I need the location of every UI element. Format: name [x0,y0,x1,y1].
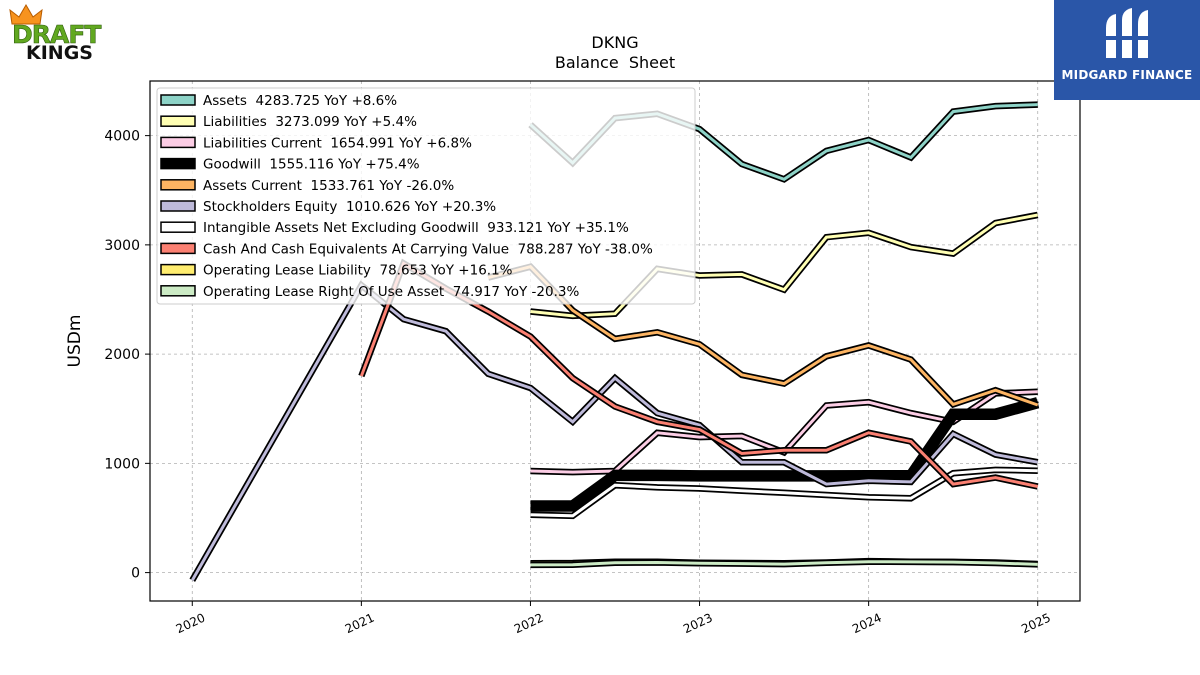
legend-swatch [160,94,196,106]
series-9 [530,558,1038,569]
legend-item: Intangible Assets Net Excluding Goodwill… [160,220,629,236]
y-axis-label: USDm [65,315,85,368]
legend-label: Stockholders Equity 1010.626 YoY +20.3% [203,199,496,215]
legend-box [156,87,696,305]
midgard-finance-text: MIDGARD FINANCE [1061,68,1193,82]
series-4 [487,263,1039,409]
y-tick-label: 1000 [104,456,140,472]
x-tick-label: 2022 [512,611,546,637]
legend-label: Cash And Cash Equivalents At Carrying Va… [203,241,653,257]
legend-swatch [160,200,196,212]
legend-label: Goodwill 1555.116 YoY +75.4% [203,157,420,173]
legend-swatch [160,221,196,233]
x-tick-label: 2023 [681,611,715,637]
legend-item: Operating Lease Right Of Use Asset 74.91… [160,284,579,300]
x-tick-label: 2021 [343,611,377,637]
legend-label: Assets Current 1533.761 YoY -26.0% [203,178,454,194]
legend-label: Operating Lease Liability 78.653 YoY +16… [203,263,513,279]
chart-subtitle: Balance Sheet [555,53,675,72]
y-tick-label: 0 [131,566,140,582]
draftkings-logo-bottom: KINGS [26,42,93,64]
series-line [487,265,1039,407]
legend-label: Liabilities 3273.099 YoY +5.4% [203,114,417,130]
crown-icon [9,4,43,25]
legend-swatch [160,242,196,255]
chart-title: DKNG [591,33,638,52]
x-tick-label: 2024 [850,611,884,637]
y-axis-ticks: 0 1000 2000 3000 4000 [104,129,150,582]
draftkings-logo: DRAFT KINGS [6,4,122,68]
legend-item: Stockholders Equity 1010.626 YoY +20.3% [160,199,496,215]
series-line [530,560,1038,567]
y-tick-label: 2000 [104,347,140,363]
legend-item: Assets Current 1533.761 YoY -26.0% [160,178,454,194]
series-6 [530,466,1038,520]
series-outline [189,280,1039,582]
series-line [530,468,1038,518]
legend-item: Assets 4283.725 YoY +8.6% [160,93,397,109]
series-3 [530,397,1040,512]
legend-item: Liabilities 3273.099 YoY +5.4% [160,114,417,130]
legend-swatch [160,263,196,276]
x-tick-label: 2025 [1019,611,1053,637]
midgard-emblem-icon [1104,8,1150,58]
legend-label: Liabilities Current 1654.991 YoY +6.8% [203,135,472,151]
midgard-finance-logo: MIDGARD FINANCE [1054,0,1200,100]
legend-label: Assets 4283.725 YoY +8.6% [203,93,397,109]
series-1 [530,211,1039,320]
x-tick-label: 2020 [174,611,208,637]
series-line [190,283,1038,581]
legend-label: Intangible Assets Net Excluding Goodwill… [203,220,629,236]
legend-swatch [160,136,196,149]
y-tick-label: 3000 [104,238,140,254]
legend-item: Operating Lease Liability 78.653 YoY +16… [160,263,513,279]
y-tick-label: 4000 [104,129,140,145]
series-line [530,398,1039,510]
legend-swatch [160,179,196,191]
legend-swatch [160,115,196,127]
legend-swatch [160,157,196,170]
legend-item: Cash And Cash Equivalents At Carrying Va… [160,241,653,257]
plot-frame [149,80,1081,602]
series-line [530,213,1038,318]
legend-item: Goodwill 1555.116 YoY +75.4% [160,157,420,173]
x-axis-ticks: 2020 2021 2022 2023 2024 2025 [174,601,1053,636]
legend-label: Operating Lease Right Of Use Asset 74.91… [203,284,579,300]
legend-item: Liabilities Current 1654.991 YoY +6.8% [160,135,472,151]
series-5 [189,280,1039,582]
legend: Assets 4283.725 YoY +8.6% Liabilities 327… [156,87,696,305]
draftkings-logo-top: DRAFT [12,20,102,50]
legend-swatch [160,285,196,297]
